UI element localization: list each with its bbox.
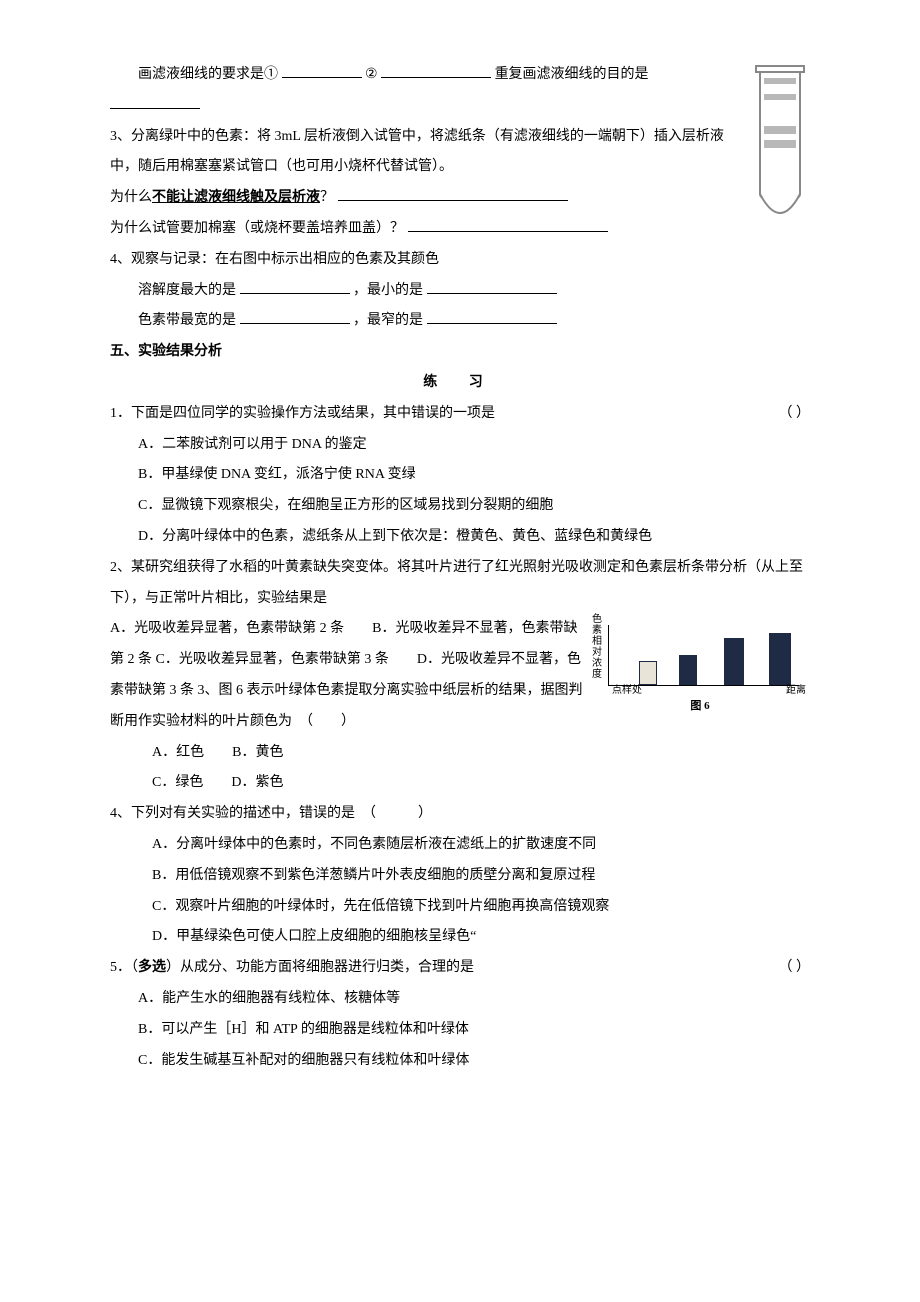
text: 画滤液细线的要求是① [138,67,278,82]
blank [381,63,491,78]
text: ② [365,67,378,82]
q1-A: A．二苯胺试剂可以用于 DNA 的鉴定 [110,430,810,461]
blank [110,94,200,109]
blank [240,279,350,294]
text: ）从成分、功能方面将细胞器进行归类，合理的是 [166,960,474,975]
section5-title: 五、实验结果分析 [110,337,810,368]
chart-plot [608,625,799,686]
q2-stem: 2、某研究组获得了水稻的叶黄素缺失突变体。将其叶片进行了红光照射光吸收测定和色素… [110,553,810,615]
step3-q1: 为什么不能让滤液细线触及层析液？ [110,183,810,214]
step4-line1: 溶解度最大的是 ，最小的是 [110,276,810,307]
chart-figure: 色素相对浓度 点样处 距离 图 6 [590,614,810,704]
text: ？ [320,190,334,205]
blank [427,309,557,324]
test-tube-figure [750,64,810,234]
step4-title: 4、观察与记录：在右图中标示出相应的色素及其颜色 [110,245,810,276]
blank [282,63,362,78]
text: 为什么试管要加棉塞（或烧杯要盖培养皿盖）？ [110,221,404,236]
step3-text: 3、分离绿叶中的色素：将 3mL 层析液倒入试管中，将滤纸条（有滤液细线的一端朝… [110,122,810,184]
q4-A: A．分离叶绿体中的色素时，不同色素随层析液在滤纸上的扩散速度不同 [110,830,810,861]
blank [427,279,557,294]
text: 1．下面是四位同学的实验操作方法或结果，其中错误的一项是 [110,406,495,421]
q5-B: B．可以产生［H］和 ATP 的细胞器是线粒体和叶绿体 [110,1015,810,1046]
blank [338,186,568,201]
step3-q2: 为什么试管要加棉塞（或烧杯要盖培养皿盖）？ [110,214,810,245]
q3-A: A．红色 B．黄色 [110,738,810,769]
chart-bar [679,655,697,685]
text: ，最小的是 [353,283,423,298]
text: 色素带最宽的是 [138,313,236,328]
q5-stem: 5．（多选）从成分、功能方面将细胞器进行归类，合理的是 （ ） [110,953,810,984]
q3-C: C．绿色 D．紫色 [110,768,810,799]
q4-D: D．甲基绿染色可使人口腔上皮细胞的细胞核呈绿色“ [110,922,810,953]
text: 5．（ [110,960,138,975]
blank [408,217,608,232]
text: 溶解度最大的是 [138,283,236,298]
step2-line: 画滤液细线的要求是① ② 重复画滤液细线的目的是 [110,60,810,122]
blank [240,309,350,324]
q1-D: D．分离叶绿体中的色素，滤纸条从上到下依次是：橙黄色、黄色、蓝绿色和黄绿色 [110,522,810,553]
q5-C: C．能发生碱基互补配对的细胞器只有线粒体和叶绿体 [110,1046,810,1077]
paren: （ ） [779,399,811,430]
chart-bar [769,633,791,685]
q1-C: C．显微镜下观察根尖，在细胞呈正方形的区域易找到分裂期的细胞 [110,491,810,522]
q1-B: B．甲基绿使 DNA 变红，派洛宁使 RNA 变绿 [110,460,810,491]
q4-B: B．用低倍镜观察不到紫色洋葱鳞片叶外表皮细胞的质壁分离和复原过程 [110,861,810,892]
practice-title: 练 习 [110,368,810,399]
paren: （ ） [779,953,811,984]
chart-ylabel: 色素相对浓度 [590,614,604,680]
q4-C: C．观察叶片细胞的叶绿体时，先在低倍镜下找到叶片细胞再换高倍镜观察 [110,892,810,923]
text: 重复画滤液细线的目的是 [495,67,649,82]
text: ，最窄的是 [353,313,423,328]
underline-text: 不能让滤液细线触及层析液 [152,190,320,205]
q4-stem: 4、下列对有关实验的描述中，错误的是 （ ） [110,799,810,830]
q5-A: A．能产生水的细胞器有线粒体、核糖体等 [110,984,810,1015]
text: 为什么 [110,190,152,205]
q1-stem: 1．下面是四位同学的实验操作方法或结果，其中错误的一项是 （ ） [110,399,810,430]
step4-line2: 色素带最宽的是 ，最窄的是 [110,306,810,337]
chart-caption: 图 6 [590,694,810,718]
chart-bar [724,638,744,685]
bold: 多选 [138,960,166,975]
